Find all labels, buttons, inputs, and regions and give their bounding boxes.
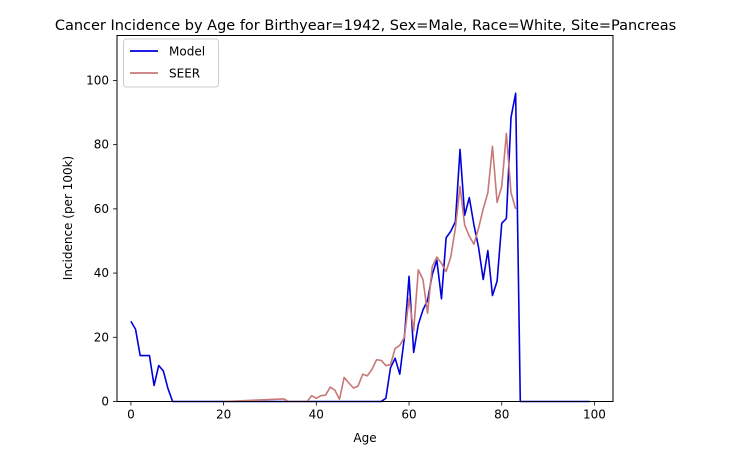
y-axis-ticks: 0 20 40 60 80 100 bbox=[86, 73, 117, 409]
y-tick-label: 40 bbox=[94, 266, 109, 280]
x-tick-label: 0 bbox=[127, 408, 135, 422]
plot-lines bbox=[130, 92, 590, 403]
plot-area-frame bbox=[116, 35, 614, 402]
x-axis-label: Age bbox=[353, 431, 376, 445]
x-tick-label: 100 bbox=[583, 408, 606, 422]
y-axis-label: Incidence (per 100k) bbox=[61, 156, 75, 280]
x-tick-label: 40 bbox=[309, 408, 324, 422]
x-tick-label: 60 bbox=[401, 408, 416, 422]
x-tick-label: 20 bbox=[216, 408, 231, 422]
x-tick-label: 80 bbox=[494, 408, 509, 422]
y-tick-label: 0 bbox=[101, 395, 109, 409]
series-line-model bbox=[130, 92, 590, 403]
legend-label-model: Model bbox=[169, 45, 205, 59]
y-tick-label: 100 bbox=[86, 73, 109, 87]
series-line-seer bbox=[223, 132, 517, 403]
y-tick-label: 80 bbox=[94, 138, 109, 152]
y-tick-label: 60 bbox=[94, 202, 109, 216]
legend: Model SEER bbox=[123, 38, 219, 88]
legend-label-seer: SEER bbox=[169, 67, 200, 81]
x-axis-ticks: 0 20 40 60 80 100 bbox=[127, 401, 606, 422]
chart-title: Cancer Incidence by Age for Birthyear=19… bbox=[55, 18, 676, 34]
y-tick-label: 20 bbox=[94, 330, 109, 344]
